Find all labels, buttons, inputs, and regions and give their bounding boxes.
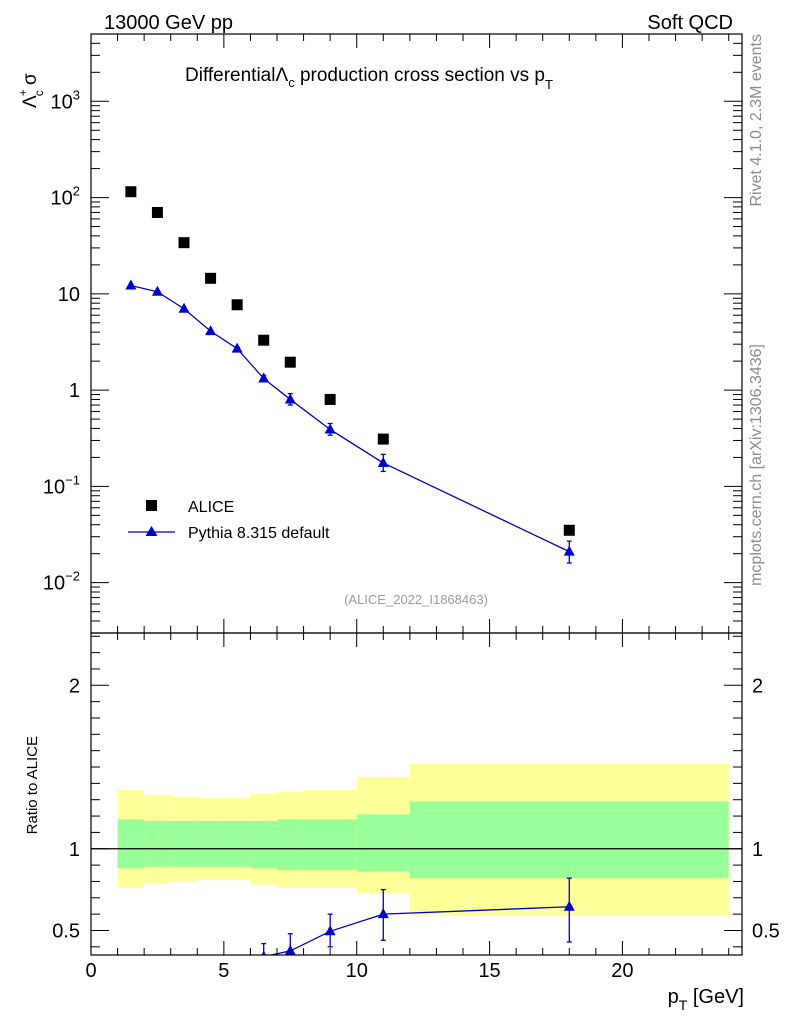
ratio-frame xyxy=(90,632,743,956)
y-tick-exponent: 3 xyxy=(73,87,80,102)
band-inner-8 xyxy=(356,814,410,872)
mc-point xyxy=(284,393,296,404)
legend: ALICE Pythia 8.315 default xyxy=(128,499,330,542)
ratio-y-tick-label: 1 xyxy=(69,839,80,861)
ratio-point xyxy=(324,925,336,936)
mcplots-label: mcplots.cern.ch [arXiv:1306.3436] xyxy=(748,344,765,586)
ratio-mc-series xyxy=(261,877,575,955)
band-inner-6 xyxy=(277,819,304,871)
data-point xyxy=(231,299,243,311)
main-title: DifferentialΛc production cross section … xyxy=(185,65,553,92)
xlabel: pT [GeV] xyxy=(668,986,744,1013)
ratio-point xyxy=(284,944,296,955)
ratio-y-tick-label-right: 1 xyxy=(752,839,763,861)
ratio-bands xyxy=(117,763,729,916)
data-point xyxy=(178,237,190,249)
collision-label: 13000 GeV pp xyxy=(104,12,233,34)
band-inner-1 xyxy=(144,820,171,867)
mc-point xyxy=(205,325,217,336)
ratio-y-tick-label-right: 0.5 xyxy=(752,920,780,942)
y-tick-exponent: 2 xyxy=(73,184,80,199)
ratio-point xyxy=(377,908,389,919)
x-tick-label: 0 xyxy=(85,960,96,982)
xlabel-p: p xyxy=(668,986,679,1008)
x-tick-label: 15 xyxy=(478,960,500,982)
title-lambda-sub: c xyxy=(288,75,295,90)
title-lambda: Λ xyxy=(275,65,288,86)
category-label: Soft QCD xyxy=(647,12,733,34)
y-tick-base: 10 xyxy=(58,284,80,306)
xlabel-unit: [GeV] xyxy=(687,986,744,1008)
x-tick-label: 20 xyxy=(611,960,633,982)
data-point xyxy=(284,356,296,368)
xlabel-sub: T xyxy=(679,997,688,1013)
x-tick-label: 5 xyxy=(218,960,229,982)
ratio-y-tick-label-right: 2 xyxy=(752,675,763,697)
data-point xyxy=(151,206,163,218)
main-ylabel: Λ+ c σ xyxy=(16,73,46,108)
band-inner-2 xyxy=(170,820,198,867)
ratio-ylabel: Ratio to ALICE xyxy=(24,736,41,834)
y-tick-label: 10 xyxy=(58,284,80,306)
data-point xyxy=(125,186,137,198)
mc-point xyxy=(178,302,190,313)
legend-alice-marker xyxy=(146,500,157,511)
ylabel-sup: + xyxy=(16,89,30,96)
ratio-point xyxy=(261,950,267,955)
mc-point xyxy=(258,372,270,383)
legend-pythia-marker xyxy=(145,526,158,536)
mc-point xyxy=(125,279,137,290)
x-tick-label: 10 xyxy=(346,960,368,982)
svg-text:Λ+c σ: Λ+ c σ xyxy=(16,73,46,108)
band-inner-5 xyxy=(250,820,277,869)
main-mc-series xyxy=(125,279,575,564)
legend-alice-label: ALICE xyxy=(188,499,234,516)
y-tick-exponent: −2 xyxy=(65,569,80,584)
y-tick-label: 102 xyxy=(51,184,80,210)
band-inner-3 xyxy=(197,820,224,867)
y-tick-exponent: −1 xyxy=(65,472,80,487)
y-tick-base: 1 xyxy=(69,380,80,402)
y-tick-label: 103 xyxy=(51,87,80,113)
y-tick-base: 10 xyxy=(51,91,73,113)
y-tick-base: 10 xyxy=(43,573,65,595)
title-part-1: Differential xyxy=(185,65,275,86)
y-tick-label: 10−1 xyxy=(43,472,80,498)
ratio-y-tick-label: 0.5 xyxy=(52,920,80,942)
y-tick-label: 1 xyxy=(69,380,80,402)
ylabel-sub: c xyxy=(32,90,46,96)
y-tick-label: 10−2 xyxy=(43,569,80,595)
ylabel-sigma: σ xyxy=(20,73,41,90)
data-point xyxy=(377,433,389,445)
data-point xyxy=(205,272,217,284)
ratio-point xyxy=(563,900,575,911)
mc-point xyxy=(563,545,575,556)
band-inner-4 xyxy=(223,820,251,867)
mc-line xyxy=(130,284,570,553)
band-inner-9 xyxy=(409,801,729,879)
band-inner-0 xyxy=(117,819,145,869)
mc-point xyxy=(324,423,336,434)
mc-point xyxy=(377,456,389,467)
y-tick-base: 10 xyxy=(51,188,73,210)
main-data-series xyxy=(125,186,575,536)
data-point xyxy=(324,393,336,405)
legend-pythia-label: Pythia 8.315 default xyxy=(188,525,330,542)
data-point xyxy=(258,334,270,346)
main-frame xyxy=(90,33,743,634)
mc-point xyxy=(231,342,243,353)
data-point xyxy=(563,524,575,536)
ratio-y-tick-label: 2 xyxy=(69,675,80,697)
ylabel-lambda: Λ xyxy=(20,95,41,108)
rivet-version-label: Rivet 4.1.0, 2.3M events xyxy=(748,34,765,207)
mc-point xyxy=(151,285,163,296)
y-tick-base: 10 xyxy=(43,476,65,498)
title-pt-sub: T xyxy=(545,77,553,92)
analysis-tag: (ALICE_2022_I1868463) xyxy=(344,592,488,607)
band-inner-7 xyxy=(303,819,357,871)
title-part-2: production cross section vs p xyxy=(295,65,545,86)
